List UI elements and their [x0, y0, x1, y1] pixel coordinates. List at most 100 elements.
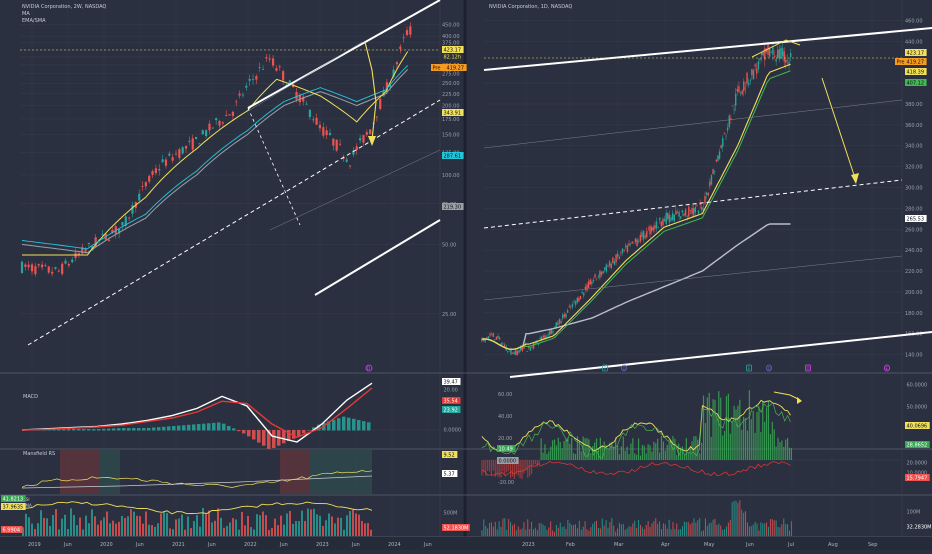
right-candle-body [636, 239, 638, 247]
left-volume-bar [139, 516, 141, 536]
left-macd-value: 39.47 [444, 380, 458, 386]
left-volume-bar [109, 523, 111, 536]
time-axis-strip [0, 537, 932, 550]
left-candle-body [107, 239, 111, 241]
right-osc-bar [758, 406, 760, 460]
left-macd-hist [272, 430, 276, 449]
left-macd-signal-line [21, 387, 373, 438]
left-candle-body [268, 58, 271, 60]
right-osc-value-bg [905, 422, 930, 429]
left-macd-value: 23.92 [444, 408, 458, 414]
right-osc-bar [492, 460, 494, 471]
right-candle-body [717, 155, 719, 162]
left-volume-bar [265, 515, 267, 536]
left-y-tick: 400.00 [442, 34, 460, 40]
left-volume-label-rsi: RSI [23, 497, 30, 502]
right-osc-bar [674, 438, 676, 460]
right-candle-body [536, 341, 538, 344]
right-osc-bar [687, 452, 689, 460]
left-mansfield-value-bg [442, 451, 458, 458]
right-osc-left-tick: 60.00 [498, 392, 512, 398]
left-macd-hist [97, 428, 101, 431]
left-macd-value-bg [442, 397, 461, 404]
right-volume-bar [622, 524, 624, 536]
right-channel-upper [483, 27, 932, 71]
left-macd-hist [247, 430, 251, 437]
left-x-tick-label: 2023 [316, 542, 329, 548]
left-symbol-title[interactable]: NVIDIA Corporation, 2W, NASDAQ [22, 4, 107, 10]
right-osc-bar [746, 430, 749, 460]
left-candle-body [87, 243, 91, 245]
right-volume-bar [787, 524, 789, 536]
left-macd-hist [257, 430, 261, 443]
right-x-tick-label: Sep [868, 542, 877, 548]
left-volume-bar [244, 525, 246, 536]
right-candle-body [751, 68, 753, 76]
left-macd-hist [62, 429, 66, 431]
left-price-label: 343.91 [444, 111, 462, 117]
right-candle-body [610, 263, 612, 269]
right-candle-body [542, 335, 545, 338]
right-candle-body [659, 217, 661, 221]
left-indicator-ema-sma[interactable]: EMA/SMA [22, 18, 46, 24]
right-volume-bar [710, 522, 712, 536]
right-candle-body [537, 343, 540, 345]
left-indicator-ma[interactable]: MA [22, 11, 30, 17]
right-volume-bar [546, 529, 548, 536]
right-yellow-ema-line [481, 63, 791, 350]
right-candle-body [786, 60, 789, 61]
left-candle-body [355, 146, 358, 151]
left-candle-body [194, 136, 198, 139]
right-osc-bar [620, 446, 622, 460]
right-volume-bar [683, 521, 685, 536]
left-mansfield-zone-green [100, 450, 120, 494]
right-candle-body [730, 118, 732, 121]
right-candle-body [739, 92, 742, 94]
right-candle-body [660, 221, 663, 227]
right-candle-body [481, 338, 483, 341]
left-candle-body [198, 143, 201, 145]
right-candle-body [673, 214, 675, 222]
left-macd-hist [157, 427, 161, 431]
right-y-tick: 200.00 [905, 290, 923, 296]
right-osc-bar [594, 442, 596, 460]
right-osc-arrowhead [797, 397, 802, 404]
left-candle-body [231, 111, 235, 116]
left-volume-bar [73, 515, 75, 536]
right-osc-bar [685, 438, 687, 460]
left-mansfield-zone-green2 [310, 450, 372, 494]
left-candle-body [144, 182, 147, 187]
left-volume-bar [232, 518, 234, 536]
left-volume-bar [154, 526, 156, 536]
right-osc-bar [764, 421, 766, 460]
right-candle-body [663, 219, 666, 221]
right-volume-bar [628, 526, 630, 536]
right-candle-body [777, 49, 779, 58]
left-volume-bar [115, 523, 117, 536]
left-candle-body [131, 204, 134, 214]
right-osc-value: 28.8652 [907, 443, 928, 449]
left-volume-bar [130, 509, 132, 536]
left-macd-hist [362, 421, 366, 431]
right-osc-bar [519, 460, 521, 479]
right-candle-body [638, 241, 640, 242]
right-volume-bar [615, 531, 617, 536]
right-candle-body [718, 151, 721, 159]
left-macd-hist [292, 430, 296, 439]
right-osc-value-bg [905, 469, 930, 476]
left-volume-bar [280, 515, 282, 536]
right-osc-bar [647, 444, 649, 460]
right-volume-bar [664, 524, 666, 536]
left-volume-bar [88, 523, 90, 536]
right-candle-body [641, 232, 643, 238]
right-candle-body [686, 215, 688, 217]
left-volume-bar [82, 529, 84, 536]
right-pre-badge-bg [895, 58, 909, 65]
right-volume-bar [532, 529, 534, 536]
left-candle-body [248, 78, 251, 81]
right-osc-bar [618, 454, 621, 460]
right-volume-bar [766, 522, 768, 536]
right-symbol-title[interactable]: NVIDIA Corporation, 1D, NASDAQ [489, 4, 573, 10]
right-osc-bar [624, 450, 626, 460]
